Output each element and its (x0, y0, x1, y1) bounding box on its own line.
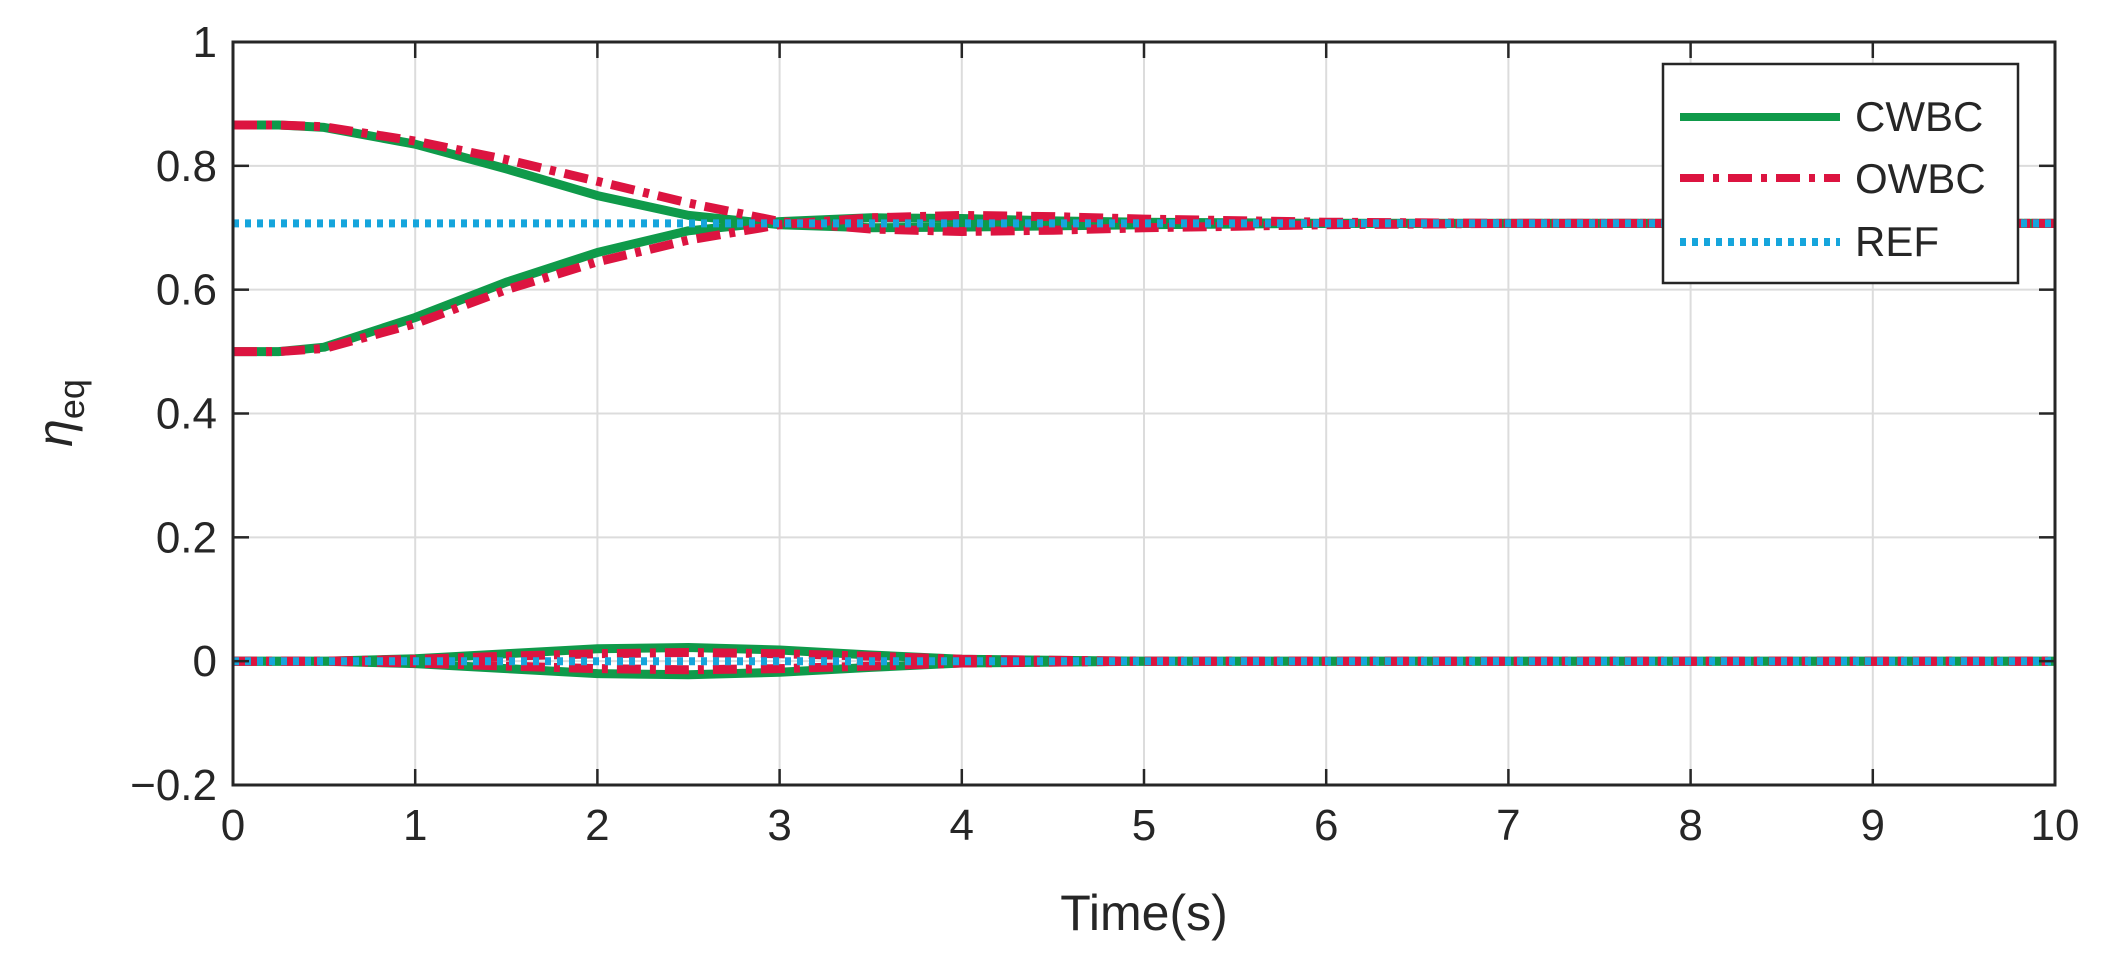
y-tick-label: 0.4 (156, 390, 217, 439)
legend-box (1661, 62, 2020, 285)
y-tick-label: 0.8 (156, 142, 217, 191)
x-axis-label: Time(s) (1060, 885, 1228, 941)
x-tick-label: 1 (403, 801, 427, 850)
y-tick-label: 1 (193, 18, 217, 67)
x-tick-label: 8 (1678, 801, 1702, 850)
x-tick-label: 6 (1314, 801, 1338, 850)
y-axis-label: ηeq (27, 379, 92, 447)
series-layer (233, 120, 2055, 680)
y-tick-label: 0.6 (156, 266, 217, 315)
legend-label-ref: REF (1855, 218, 1939, 265)
series-line-owbc-7 (233, 656, 2055, 675)
ticks (231, 40, 2057, 787)
x-tick-label: 2 (585, 801, 609, 850)
x-tick-label: 5 (1132, 801, 1156, 850)
x-tick-label: 9 (1861, 801, 1885, 850)
x-tick-labels: 0 1 2 3 4 5 6 7 8 9 10 (221, 801, 2080, 850)
legend-label-cwbc: CWBC (1855, 93, 1983, 140)
x-tick-label: 3 (767, 801, 791, 850)
legend: CWBC OWBC REF (1661, 62, 2020, 285)
y-axis-label-sub: eq (51, 379, 92, 419)
legend-label-owbc: OWBC (1855, 155, 1986, 202)
y-tick-label: 0.2 (156, 513, 217, 562)
x-tick-label: 0 (221, 801, 245, 850)
y-axis-label-base: η (27, 419, 83, 447)
y-tick-label: 0 (193, 637, 217, 686)
y-tick-labels: −0.2 0 0.2 0.4 0.6 0.8 1 (130, 18, 217, 810)
x-tick-label: 10 (2031, 801, 2080, 850)
x-tick-label: 7 (1496, 801, 1520, 850)
x-tick-label: 4 (950, 801, 974, 850)
y-tick-label: −0.2 (130, 761, 217, 810)
